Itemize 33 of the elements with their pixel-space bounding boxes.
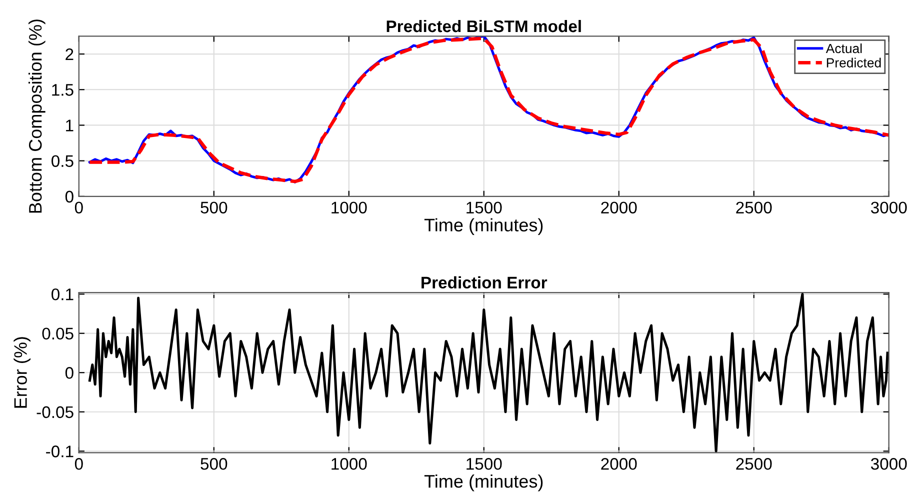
y-tick-label: -0.05 — [36, 406, 74, 418]
x-tick-label: 0 — [74, 202, 83, 214]
y-tick-label: 0.1 — [52, 288, 74, 300]
x-tick-label: 2000 — [601, 458, 637, 470]
legend-label: Predicted — [826, 58, 881, 68]
y-tick-label: 1.5 — [52, 84, 74, 96]
line-series — [88, 292, 889, 452]
x-tick-label: 2000 — [601, 202, 637, 214]
y-tick-label: 0 — [65, 190, 74, 203]
x-tick-label: 500 — [200, 458, 228, 470]
y-tick-label: 0 — [65, 367, 74, 379]
chart-title: Prediction Error — [422, 276, 548, 289]
x-axis-title: Time (minutes) — [424, 474, 543, 492]
x-axis-title: Time (minutes) — [424, 218, 543, 236]
x-tick-label: 2500 — [736, 202, 772, 214]
y-tick-label: 0.05 — [42, 328, 74, 340]
x-tick-label: 1000 — [332, 458, 367, 470]
x-tick-label: 3000 — [870, 458, 907, 470]
x-tick-label: 1500 — [466, 202, 502, 214]
y-tick-label: 0.5 — [52, 155, 74, 168]
x-tick-label: 2500 — [736, 458, 772, 470]
x-tick-label: 3000 — [870, 202, 907, 214]
y-axis-title: Bottom Composition (%) — [28, 20, 46, 213]
x-tick-label: 500 — [200, 202, 228, 214]
y-tick-label: -0.1 — [46, 446, 74, 458]
x-tick-label: 0 — [74, 458, 83, 470]
y-tick-label: 1 — [66, 120, 74, 132]
x-tick-label: 1500 — [466, 458, 502, 470]
y-tick-label: 2 — [66, 48, 74, 60]
chart-title: Predicted BiLSTM model — [386, 20, 581, 32]
y-axis-title: Error (%) — [14, 337, 30, 408]
legend-label: Actual — [826, 43, 862, 54]
x-tick-label: 1000 — [332, 202, 367, 214]
